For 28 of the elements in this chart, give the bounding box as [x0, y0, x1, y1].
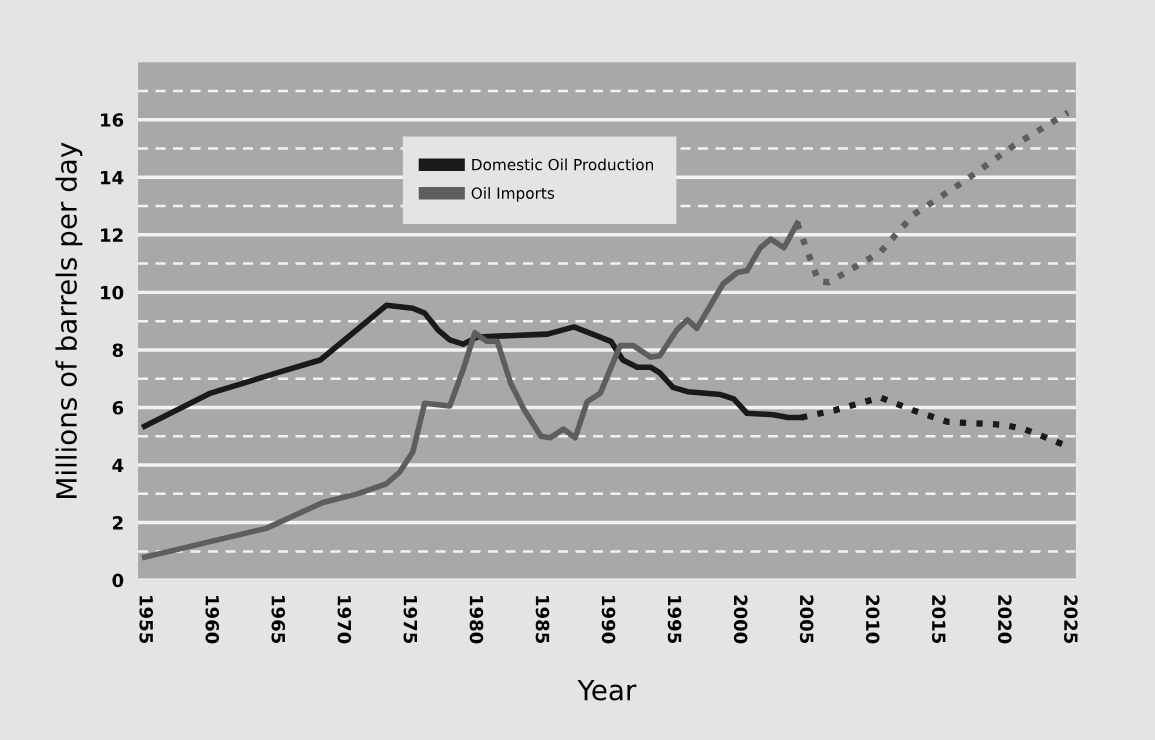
- y-tick-label: 2: [113, 516, 123, 530]
- x-tick-label: 2025: [1064, 595, 1078, 644]
- y-tick-label: 10: [101, 285, 124, 300]
- x-tick-label: 1975: [403, 596, 418, 644]
- y-tick-label: 4: [112, 458, 124, 472]
- y-tick-label: 0: [112, 573, 124, 588]
- y-tick-label: 8: [112, 343, 124, 358]
- x-tick-label: 1990: [601, 596, 616, 644]
- x-tick-label: 2005: [799, 595, 814, 644]
- x-tick-label: 1980: [469, 596, 484, 644]
- x-tick-label: 2020: [997, 595, 1012, 644]
- y-tick-label: 16: [101, 113, 124, 127]
- y-tick-label: 6: [112, 400, 124, 415]
- x-tick-label: 1965: [271, 596, 286, 644]
- legend-label: Domestic Oil Production: [472, 158, 653, 171]
- x-tick-label: 1960: [205, 596, 220, 644]
- x-tick-label: 2000: [733, 595, 748, 644]
- y-tick-label: 12: [101, 228, 123, 242]
- x-tick-label: 2010: [865, 595, 880, 644]
- y-axis-title: Millions of barrels per day: [55, 142, 83, 498]
- legend-label: Oil Imports: [471, 187, 555, 202]
- x-tick-label: 1955: [139, 596, 154, 644]
- x-tick-label: 2015: [931, 595, 946, 644]
- x-axis-title: Year: [577, 679, 637, 701]
- x-tick-label: 1985: [535, 596, 550, 644]
- x-tick-label: 1995: [667, 596, 682, 644]
- x-tick-label: 1970: [337, 596, 352, 644]
- y-tick-label: 14: [101, 170, 124, 185]
